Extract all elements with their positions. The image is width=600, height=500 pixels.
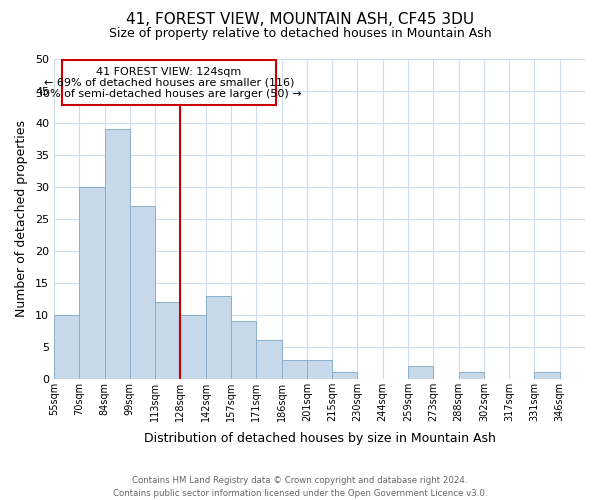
Text: 41, FOREST VIEW, MOUNTAIN ASH, CF45 3DU: 41, FOREST VIEW, MOUNTAIN ASH, CF45 3DU bbox=[126, 12, 474, 28]
Bar bbox=[231, 321, 256, 378]
Bar bbox=[54, 315, 79, 378]
Bar bbox=[206, 296, 231, 378]
Text: ← 69% of detached houses are smaller (116): ← 69% of detached houses are smaller (11… bbox=[44, 78, 294, 88]
Bar bbox=[408, 366, 433, 378]
X-axis label: Distribution of detached houses by size in Mountain Ash: Distribution of detached houses by size … bbox=[143, 432, 496, 445]
Text: 41 FOREST VIEW: 124sqm: 41 FOREST VIEW: 124sqm bbox=[97, 67, 242, 77]
Bar bbox=[458, 372, 484, 378]
Bar bbox=[256, 340, 281, 378]
Bar bbox=[181, 315, 206, 378]
Bar bbox=[79, 187, 104, 378]
Bar bbox=[130, 206, 155, 378]
Bar bbox=[104, 130, 130, 378]
Bar bbox=[332, 372, 358, 378]
Text: Contains HM Land Registry data © Crown copyright and database right 2024.
Contai: Contains HM Land Registry data © Crown c… bbox=[113, 476, 487, 498]
Text: Size of property relative to detached houses in Mountain Ash: Size of property relative to detached ho… bbox=[109, 28, 491, 40]
Y-axis label: Number of detached properties: Number of detached properties bbox=[15, 120, 28, 318]
Bar bbox=[535, 372, 560, 378]
Bar bbox=[281, 360, 307, 378]
Text: 30% of semi-detached houses are larger (50) →: 30% of semi-detached houses are larger (… bbox=[36, 88, 302, 99]
Bar bbox=[62, 60, 277, 105]
Bar bbox=[155, 302, 181, 378]
Bar bbox=[307, 360, 332, 378]
